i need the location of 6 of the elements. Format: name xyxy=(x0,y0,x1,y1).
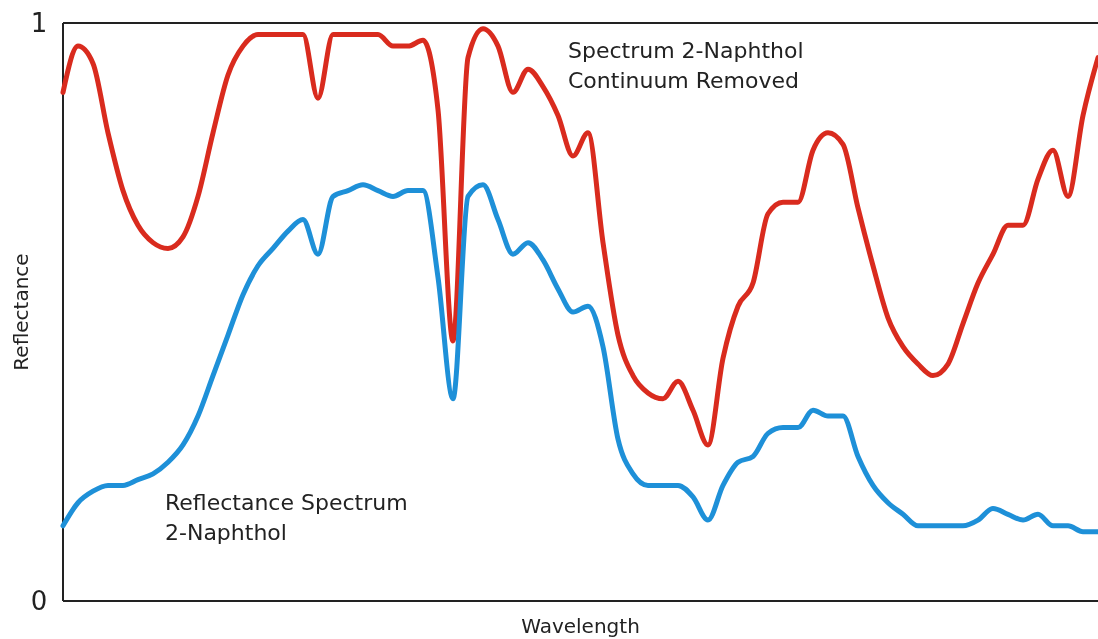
y-axis-title: Reflectance xyxy=(9,253,33,371)
series-label: Reflectance Spectrum 2-Naphthol xyxy=(165,490,408,545)
y-tick-label: 0 xyxy=(30,586,48,617)
series-label: Spectrum 2-Naphthol Continuum Removed xyxy=(568,38,804,93)
x-axis-title: Wavelength xyxy=(521,614,640,638)
y-tick-label: 1 xyxy=(30,8,48,39)
